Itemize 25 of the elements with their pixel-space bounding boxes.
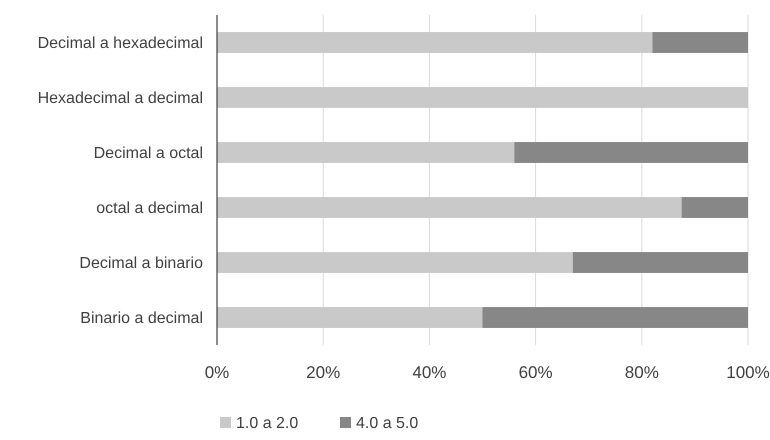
y-tick-label: Hexadecimal a decimal xyxy=(38,90,203,108)
bar xyxy=(482,307,748,328)
legend-label: 1.0 a 2.0 xyxy=(236,415,298,432)
y-tick-label: Decimal a binario xyxy=(79,255,204,272)
bar xyxy=(572,252,748,273)
bar xyxy=(217,197,682,218)
x-tick-label: 80% xyxy=(624,363,659,382)
bar xyxy=(682,197,748,218)
x-tick-label: 100% xyxy=(726,363,770,382)
x-tick-label: 60% xyxy=(518,363,553,382)
y-tick-label: octal a decimal xyxy=(96,200,203,218)
bar xyxy=(217,252,573,273)
bar xyxy=(652,32,748,53)
bar xyxy=(217,32,652,53)
x-tick-label: 0% xyxy=(204,363,230,382)
bar xyxy=(217,307,482,328)
x-tick-label: 20% xyxy=(306,363,340,382)
bar xyxy=(217,87,748,108)
bar xyxy=(217,142,514,163)
legend-label: 4.0 a 5.0 xyxy=(356,415,418,432)
y-tick-label: Decimal a hexadecimal xyxy=(38,35,203,52)
x-tick-label: 40% xyxy=(412,363,446,382)
y-tick-label: Decimal a octal xyxy=(94,145,203,162)
y-tick-label: Binario a decimal xyxy=(80,310,203,328)
bar xyxy=(514,142,748,163)
